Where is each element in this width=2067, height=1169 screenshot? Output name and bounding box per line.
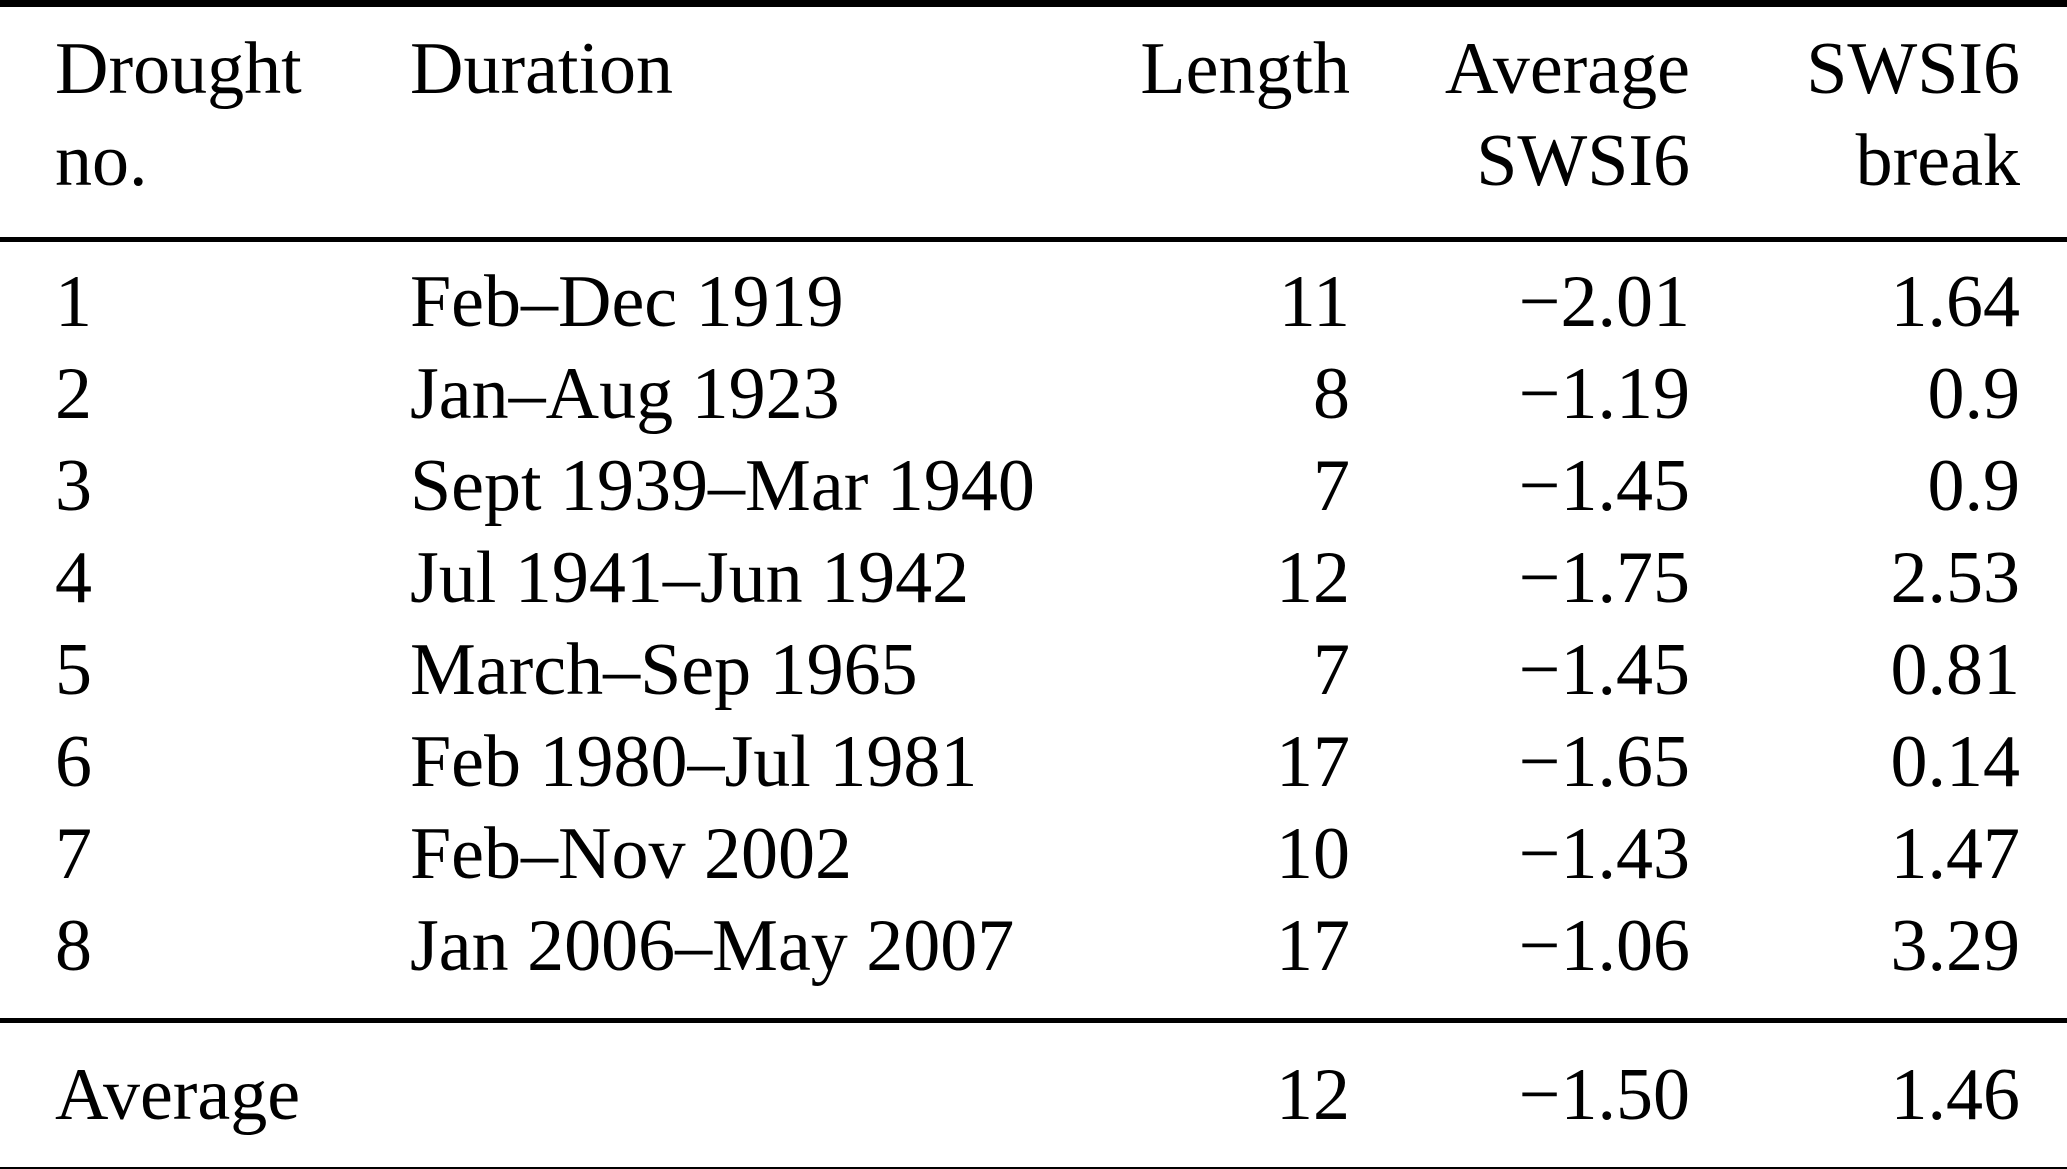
cell-swsi6-break: 2.53 [1890,537,2021,619]
cell-average-swsi6: −1.19 [1518,353,1690,435]
header-row: Drought no. Duration Length Average SWSI… [0,3,2067,242]
cell-average-swsi6: −1.45 [1518,629,1690,711]
cell-length: 7 [1313,629,1350,711]
cell-drought-no: 5 [55,629,92,711]
table-row: 3 Sept 1939–Mar 1940 7 −1.45 0.9 [0,440,2067,532]
cell-duration: Feb–Dec 1919 [410,261,844,343]
cell-swsi6-break: 0.9 [1927,353,2021,435]
header-length-line1: Length [1140,28,1350,110]
header-duration-line1: Duration [410,28,674,110]
average-row-label: Average [0,1018,1055,1169]
cell-duration: Sept 1939–Mar 1940 [410,445,1035,527]
cell-swsi6-break: 3.29 [1890,905,2021,987]
cell-drought-no: 3 [55,445,92,527]
cell-drought-no: 1 [55,261,92,343]
cell-length: 10 [1276,813,1350,895]
header-average-swsi6: Average SWSI6 [1350,3,1690,242]
table-row: 6 Feb 1980–Jul 1981 17 −1.65 0.14 [0,716,2067,808]
cell-length: 7 [1313,445,1350,527]
cell-duration: Feb 1980–Jul 1981 [410,721,978,803]
cell-average-swsi6: −1.65 [1518,721,1690,803]
cell-average-swsi6: −1.75 [1518,537,1690,619]
cell-swsi6-break: 1.47 [1890,813,2021,895]
cell-length: 17 [1276,905,1350,987]
header-swsi6-break-line1: SWSI6 [1806,28,2020,110]
table-row: 5 March–Sep 1965 7 −1.45 0.81 [0,624,2067,716]
table-row: 8 Jan 2006–May 2007 17 −1.06 3.29 [0,900,2067,1021]
average-swsi6-break: 1.46 [1690,1018,2067,1169]
header-swsi6-break: SWSI6 break [1690,3,2067,242]
average-length: 12 [1055,1018,1350,1169]
cell-duration: Jan–Aug 1923 [410,353,840,435]
cell-duration: Jan 2006–May 2007 [410,905,1015,987]
cell-drought-no: 2 [55,353,92,435]
cell-duration: Jul 1941–Jun 1942 [410,537,970,619]
cell-length: 8 [1313,353,1350,435]
cell-average-swsi6: −2.01 [1518,261,1690,343]
table-row: 2 Jan–Aug 1923 8 −1.19 0.9 [0,348,2067,440]
cell-length: 17 [1276,721,1350,803]
cell-swsi6-break: 1.64 [1890,261,2021,343]
cell-duration: Feb–Nov 2002 [410,813,852,895]
cell-swsi6-break: 0.81 [1890,629,2021,711]
header-average-swsi6-line2: SWSI6 [1476,120,1690,202]
header-drought-no-line1: Drought [55,28,302,110]
average-row: Average 12 −1.50 1.46 [0,1018,2067,1169]
cell-length: 11 [1278,261,1350,343]
cell-drought-no: 4 [55,537,92,619]
header-swsi6-break-line2: break [1855,120,2020,202]
table-row: 1 Feb–Dec 1919 11 −2.01 1.64 [0,240,2067,349]
average-avg-swsi6: −1.50 [1350,1018,1690,1169]
cell-drought-no: 8 [55,905,92,987]
cell-length: 12 [1276,537,1350,619]
cell-drought-no: 6 [55,721,92,803]
cell-duration: March–Sep 1965 [410,629,918,711]
header-drought-no-line2: no. [55,120,148,202]
cell-swsi6-break: 0.9 [1927,445,2021,527]
cell-swsi6-break: 0.14 [1890,721,2021,803]
cell-average-swsi6: −1.45 [1518,445,1690,527]
cell-drought-no: 7 [55,813,92,895]
header-drought-no: Drought no. [0,3,410,242]
cell-average-swsi6: −1.43 [1518,813,1690,895]
header-average-swsi6-line1: Average [1444,28,1690,110]
header-length: Length [1055,3,1350,242]
header-duration: Duration [410,3,1055,242]
table-row: 7 Feb–Nov 2002 10 −1.43 1.47 [0,808,2067,900]
table-row: 4 Jul 1941–Jun 1942 12 −1.75 2.53 [0,532,2067,624]
cell-average-swsi6: −1.06 [1518,905,1690,987]
